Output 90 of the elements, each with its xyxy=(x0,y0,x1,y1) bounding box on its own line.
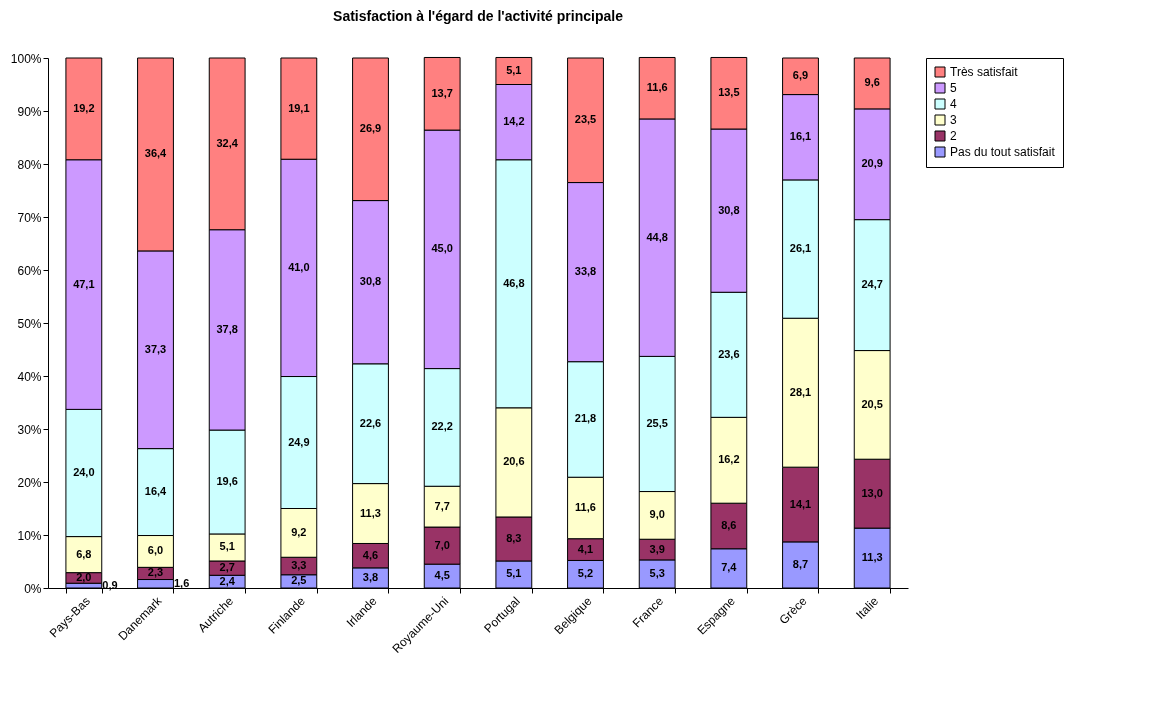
data-label: 5,3 xyxy=(649,566,665,579)
data-label: 45,0 xyxy=(431,242,453,255)
y-tick-label: 30% xyxy=(17,422,42,437)
data-label: 20,9 xyxy=(861,157,883,170)
data-label: 2,5 xyxy=(291,574,307,587)
data-label: 2,4 xyxy=(219,574,236,587)
data-label: 11,6 xyxy=(575,500,596,513)
legend-label: 5 xyxy=(950,81,957,95)
data-label: 4,1 xyxy=(577,542,594,555)
data-label: 32,4 xyxy=(216,136,239,149)
data-label: 3,8 xyxy=(362,570,379,583)
y-tick-label: 60% xyxy=(17,263,42,278)
data-label: 24,9 xyxy=(288,435,310,448)
data-label: 9,6 xyxy=(864,76,880,89)
data-label: 28,1 xyxy=(789,385,812,398)
legend-label: Très satisfait xyxy=(950,65,1019,79)
data-label: 21,8 xyxy=(574,412,597,425)
data-label: 41,0 xyxy=(288,260,310,273)
chart-title: Satisfaction à l'égard de l'activité principale xyxy=(333,8,624,24)
data-label: 24,0 xyxy=(73,465,95,478)
data-label: 8,6 xyxy=(721,518,737,531)
data-label: 2,0 xyxy=(76,570,92,583)
data-label: 14,1 xyxy=(789,497,812,510)
data-label: 37,8 xyxy=(216,322,238,335)
data-label: 3,3 xyxy=(291,559,307,572)
data-label: 7,7 xyxy=(434,499,450,512)
data-label: 8,3 xyxy=(506,531,522,544)
y-tick-label: 90% xyxy=(17,104,42,119)
data-label: 16,4 xyxy=(144,485,168,498)
data-label: 19,1 xyxy=(288,101,310,114)
data-label: 6,8 xyxy=(76,547,92,560)
data-label: 13,7 xyxy=(431,86,453,99)
data-label: 30,8 xyxy=(718,203,740,216)
data-label: 11,6 xyxy=(646,81,668,94)
data-label: 33,8 xyxy=(574,265,597,278)
data-label: 36,4 xyxy=(144,147,168,160)
data-label: 5,1 xyxy=(506,63,522,76)
data-label: 37,3 xyxy=(144,342,167,355)
data-label: 2,3 xyxy=(147,566,164,579)
y-tick-label: 70% xyxy=(17,210,42,225)
data-label: 5,1 xyxy=(219,540,235,553)
data-label: 26,9 xyxy=(359,122,382,135)
data-label: 16,1 xyxy=(789,130,812,143)
data-label: 6,9 xyxy=(792,69,809,82)
data-label: 20,6 xyxy=(503,455,525,468)
data-label: 8,7 xyxy=(792,557,809,570)
data-label: 5,2 xyxy=(577,567,594,580)
legend-label: 2 xyxy=(950,129,957,143)
data-label: 11,3 xyxy=(360,506,381,519)
data-label: 14,2 xyxy=(503,115,525,128)
data-label: 3,9 xyxy=(649,542,665,555)
data-label: 19,6 xyxy=(216,475,238,487)
data-label: 13,5 xyxy=(718,86,740,99)
y-tick-label: 50% xyxy=(17,316,42,331)
data-label: 1,6 xyxy=(174,576,190,589)
y-tick-label: 20% xyxy=(17,475,42,490)
data-label: 46,8 xyxy=(503,276,525,289)
y-tick-label: 40% xyxy=(17,369,42,384)
legend-label: Pas du tout satisfait xyxy=(950,145,1056,159)
data-label: 22,6 xyxy=(359,416,382,429)
legend-label: 3 xyxy=(950,113,957,127)
y-tick-label: 80% xyxy=(17,157,42,172)
data-label: 4,5 xyxy=(434,569,450,582)
legend-label: 4 xyxy=(950,97,957,111)
data-label: 23,5 xyxy=(574,113,597,126)
data-label: 9,2 xyxy=(291,525,307,538)
data-label: 7,0 xyxy=(434,538,450,551)
x-tick-label: Italie xyxy=(853,593,882,622)
data-label: 25,5 xyxy=(646,416,668,429)
data-label: 47,1 xyxy=(73,277,95,290)
data-label: 13,0 xyxy=(861,486,883,499)
data-label: 5,1 xyxy=(506,567,522,580)
data-label: 9,0 xyxy=(649,508,665,521)
y-tick-label: 0% xyxy=(24,581,42,596)
data-label: 6,0 xyxy=(147,544,164,557)
data-label: 44,8 xyxy=(646,230,668,243)
data-label: 4,6 xyxy=(362,548,379,561)
data-label: 11,3 xyxy=(861,551,883,564)
data-label: 2,7 xyxy=(219,561,235,574)
data-label: 19,2 xyxy=(73,101,95,114)
data-label: 22,2 xyxy=(431,420,453,433)
data-label: 26,1 xyxy=(789,242,812,255)
data-label: 24,7 xyxy=(861,278,883,291)
data-label: 16,2 xyxy=(718,453,740,466)
data-label: 7,4 xyxy=(721,561,738,574)
y-tick-label: 100% xyxy=(10,51,42,66)
data-label: 23,6 xyxy=(718,347,740,360)
data-label: 20,5 xyxy=(861,397,883,410)
data-label: 30,8 xyxy=(359,275,382,288)
y-tick-label: 10% xyxy=(17,528,42,543)
